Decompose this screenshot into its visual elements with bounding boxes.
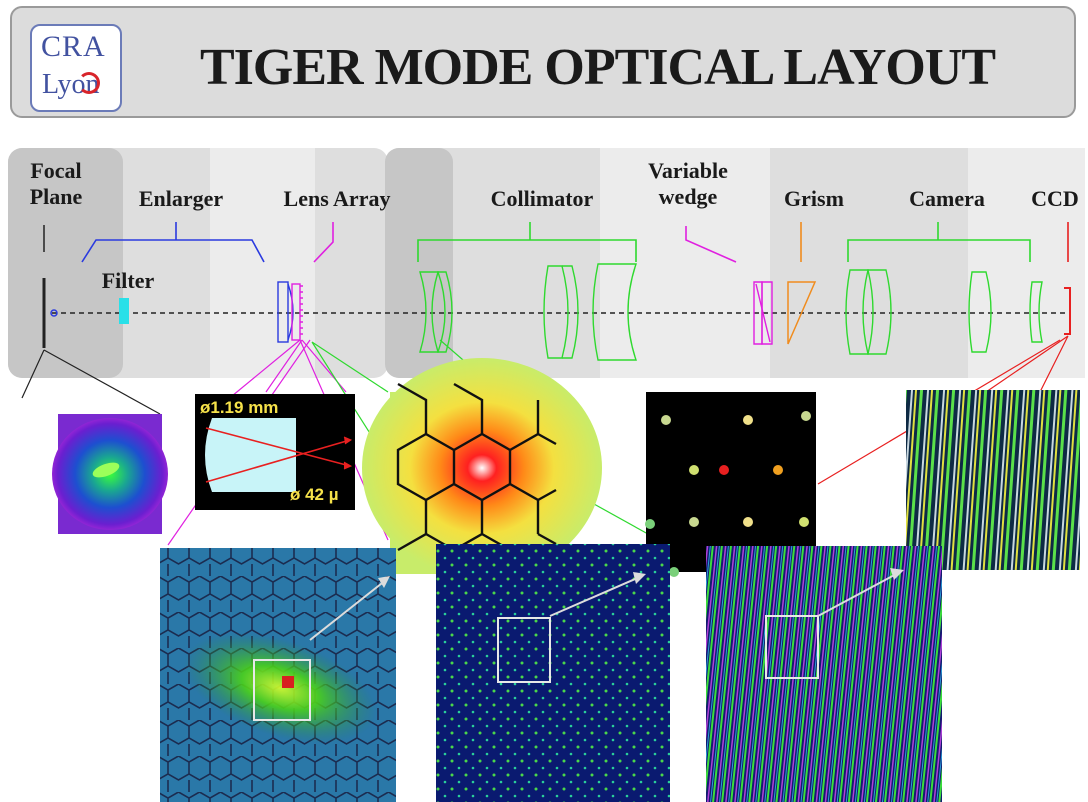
ccd-spectra-image bbox=[706, 546, 942, 802]
spectrograph-bench-shading bbox=[385, 148, 1085, 378]
ccd-detector bbox=[1064, 287, 1071, 335]
label-grism: Grism bbox=[784, 186, 844, 211]
collimator-bracket bbox=[417, 222, 637, 262]
label-collimator: Collimator bbox=[490, 186, 594, 211]
enlarger-lens bbox=[277, 281, 294, 343]
filter-element bbox=[119, 298, 129, 324]
lenslet-ray-inset bbox=[195, 394, 355, 510]
microlens-array bbox=[291, 283, 303, 341]
lenslet-zoom-image bbox=[362, 358, 602, 578]
logo-text-cra: CRA bbox=[41, 30, 106, 63]
lens-array-pointer bbox=[313, 222, 334, 263]
pupil-spot bbox=[645, 519, 655, 529]
pupil-spot bbox=[743, 415, 753, 425]
label-variable-wedge: Variable wedge bbox=[648, 158, 728, 209]
pupil-spot-grid-image bbox=[645, 392, 816, 577]
pupil-spot bbox=[689, 465, 699, 475]
title-banner: CRA Lyon TIGER MODE OPTICAL LAYOUT bbox=[10, 6, 1076, 118]
label-filter: Filter bbox=[101, 268, 155, 293]
cra-lyon-logo: CRA Lyon bbox=[30, 24, 122, 112]
label-focal-plane: Focal Plane bbox=[29, 158, 83, 209]
grism-prism bbox=[787, 281, 817, 345]
pupil-spot bbox=[799, 517, 809, 527]
lenslet-spot-label: ø 42 µ bbox=[290, 485, 339, 504]
pupil-spot bbox=[689, 517, 699, 527]
variable-wedge-pointer bbox=[685, 226, 737, 263]
variable-wedge-prisms bbox=[753, 281, 773, 345]
label-ccd: CCD bbox=[1031, 186, 1079, 211]
pupil-spot bbox=[801, 411, 811, 421]
lenslet-field-image bbox=[160, 548, 396, 802]
page-title: TIGER MODE OPTICAL LAYOUT bbox=[200, 39, 996, 96]
pupil-spot bbox=[669, 567, 679, 577]
label-camera: Camera bbox=[909, 186, 985, 211]
lenslet-diameter-label: ø1.19 mm bbox=[200, 398, 279, 417]
pupil-spot bbox=[719, 465, 729, 475]
pupil-spot bbox=[661, 415, 671, 425]
focal-point-marker bbox=[50, 309, 58, 317]
label-lens-array: Lens Array bbox=[283, 186, 391, 211]
focal-plane-psf-image bbox=[52, 414, 168, 534]
micropupil-field-image bbox=[436, 544, 670, 802]
pupil-spot bbox=[773, 465, 783, 475]
label-enlarger: Enlarger bbox=[138, 186, 224, 211]
camera-bracket bbox=[847, 222, 1031, 262]
camera-lenses bbox=[845, 269, 1043, 355]
enlarger-bracket bbox=[81, 222, 265, 263]
collimator-lenses bbox=[419, 263, 637, 361]
pupil-spot bbox=[743, 517, 753, 527]
ccd-spectra-zoom-image bbox=[906, 390, 1080, 570]
galaxy-swirl-icon bbox=[78, 72, 100, 94]
